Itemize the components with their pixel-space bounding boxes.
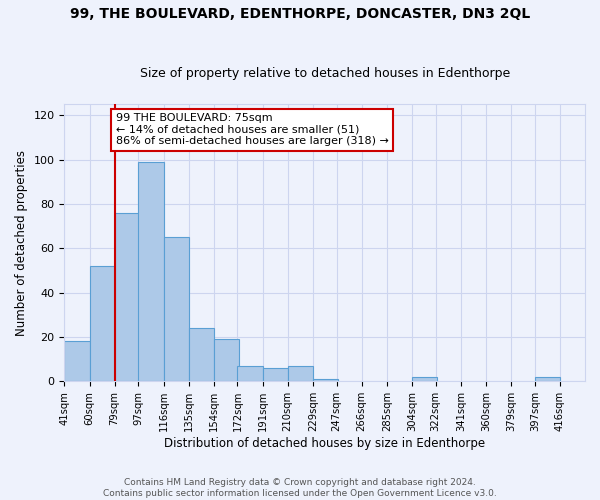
- Bar: [214, 339, 239, 382]
- Text: Contains HM Land Registry data © Crown copyright and database right 2024.
Contai: Contains HM Land Registry data © Crown c…: [103, 478, 497, 498]
- Bar: [412, 377, 437, 382]
- Bar: [263, 368, 288, 382]
- Bar: [89, 266, 115, 382]
- X-axis label: Distribution of detached houses by size in Edenthorpe: Distribution of detached houses by size …: [164, 437, 485, 450]
- Bar: [238, 366, 263, 382]
- Bar: [115, 213, 140, 382]
- Bar: [188, 328, 214, 382]
- Bar: [64, 342, 89, 382]
- Text: 99 THE BOULEVARD: 75sqm
← 14% of detached houses are smaller (51)
86% of semi-de: 99 THE BOULEVARD: 75sqm ← 14% of detache…: [116, 113, 389, 146]
- Bar: [288, 366, 313, 382]
- Y-axis label: Number of detached properties: Number of detached properties: [15, 150, 28, 336]
- Text: 99, THE BOULEVARD, EDENTHORPE, DONCASTER, DN3 2QL: 99, THE BOULEVARD, EDENTHORPE, DONCASTER…: [70, 8, 530, 22]
- Bar: [313, 379, 338, 382]
- Bar: [164, 238, 188, 382]
- Bar: [139, 162, 164, 382]
- Title: Size of property relative to detached houses in Edenthorpe: Size of property relative to detached ho…: [140, 66, 510, 80]
- Bar: [535, 377, 560, 382]
